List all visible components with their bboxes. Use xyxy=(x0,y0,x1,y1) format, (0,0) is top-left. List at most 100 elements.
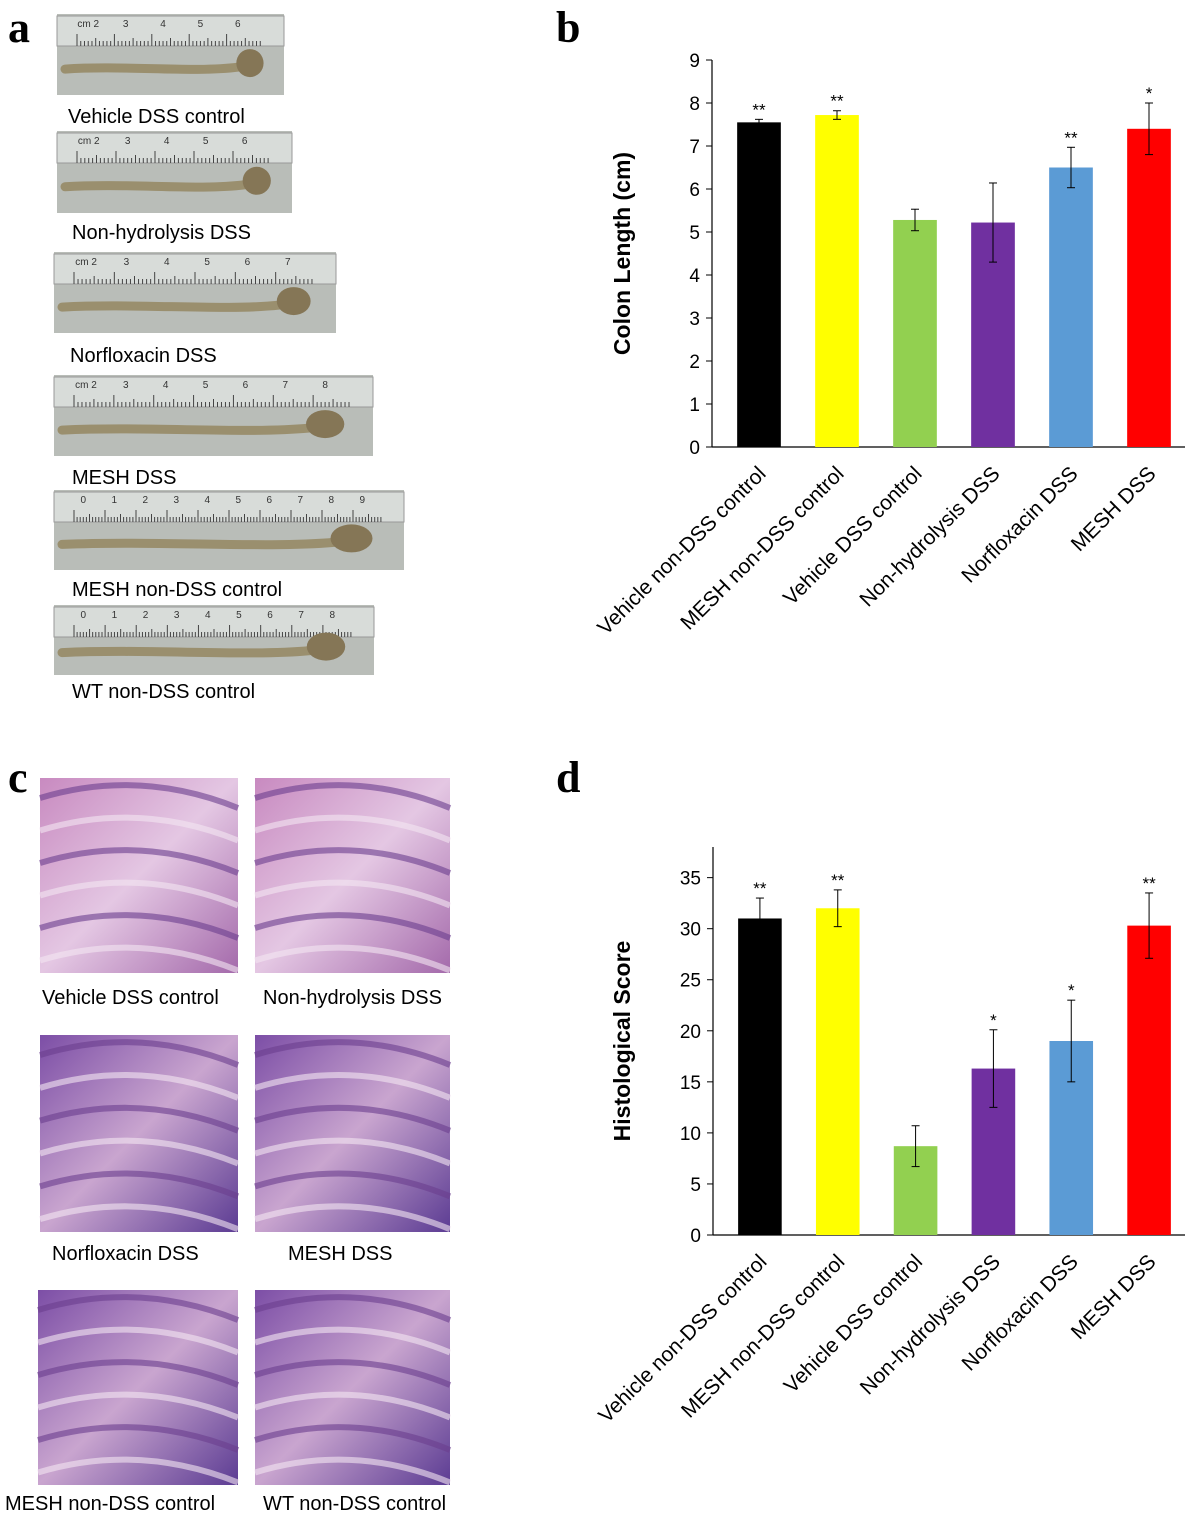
error-bar xyxy=(911,208,919,232)
tissue-band xyxy=(254,1170,452,1200)
tissue-band xyxy=(39,1170,240,1200)
cecum xyxy=(330,524,373,553)
significance-mark: ** xyxy=(1064,128,1078,147)
colon xyxy=(57,646,315,658)
error-bar xyxy=(833,110,841,120)
y-axis-label: Histological Score xyxy=(609,941,635,1142)
histology-image xyxy=(254,778,452,974)
error-bar xyxy=(1145,102,1153,156)
y-tick-label: 3 xyxy=(689,309,700,330)
image-caption: MESH DSS xyxy=(288,1243,392,1265)
ruler-label: 3 xyxy=(123,19,129,30)
x-tick-label: MESH non-DSS control xyxy=(676,462,848,634)
ruler-label: 5 xyxy=(236,495,242,506)
ruler-label: 7 xyxy=(298,495,304,506)
ruler-label: 5 xyxy=(204,257,210,268)
x-tick-label: MESH DSS xyxy=(1067,1250,1161,1344)
histology-background xyxy=(255,1035,450,1232)
panel-label: a xyxy=(8,3,30,52)
tissue-band xyxy=(254,912,452,941)
cecum xyxy=(306,632,346,661)
colon-photo: 0 1 2 3 4 5 6 7 8 xyxy=(53,605,375,675)
photo-caption: MESH non-DSS control xyxy=(72,579,282,601)
ruler-label: 3 xyxy=(125,136,131,147)
significance-mark: ** xyxy=(831,871,845,890)
ruler-label: 3 xyxy=(123,380,129,391)
y-tick-label: 2 xyxy=(689,352,700,373)
bar xyxy=(815,908,860,1235)
tissue-band xyxy=(254,879,452,909)
photo-caption: Non-hydrolysis DSS xyxy=(72,222,251,244)
error-bar xyxy=(1067,999,1076,1083)
photo-caption: Vehicle DSS control xyxy=(68,106,245,128)
tissue-band xyxy=(254,1294,452,1323)
tissue-band xyxy=(39,782,240,811)
colon-photo: cm 2 3 4 5 6 xyxy=(56,131,293,213)
histology-background xyxy=(255,778,450,973)
ruler-label: 0 xyxy=(81,495,87,506)
tissue-band xyxy=(37,1326,240,1356)
image-caption: WT non-DSS control xyxy=(263,1493,446,1515)
histology-background xyxy=(38,1290,238,1485)
x-tick-label: Non-hydrolysis DSS xyxy=(855,462,1004,611)
error-bar xyxy=(755,118,763,126)
colon xyxy=(60,62,244,74)
panel-label: d xyxy=(556,753,580,802)
significance-mark: ** xyxy=(753,879,767,898)
x-tick-label: MESH DSS xyxy=(1067,462,1161,556)
y-tick-label: 30 xyxy=(680,920,701,941)
bar xyxy=(1127,128,1171,448)
ruler-label: 1 xyxy=(112,495,118,506)
colon xyxy=(57,300,285,312)
tissue-band xyxy=(254,814,452,844)
ruler-label: 5 xyxy=(203,136,209,147)
photo-caption: Norfloxacin DSS xyxy=(70,345,217,367)
tissue-band xyxy=(254,1391,452,1421)
tissue-band xyxy=(39,944,240,974)
photo-caption: MESH DSS xyxy=(72,467,176,489)
ruler-label: 5 xyxy=(203,380,209,391)
significance-mark: ** xyxy=(1142,874,1156,893)
ruler-label: 7 xyxy=(285,257,291,268)
y-tick-label: 6 xyxy=(689,180,700,201)
y-tick-label: 35 xyxy=(680,869,701,890)
tissue-band xyxy=(254,1203,452,1232)
histology-background xyxy=(40,778,238,973)
tissue-band xyxy=(254,1424,452,1453)
colon-photo: 0 1 2 3 4 5 6 7 8 9 xyxy=(53,490,405,570)
tissue-band xyxy=(254,1137,452,1167)
tissue-band xyxy=(39,1137,240,1167)
tissue-band xyxy=(254,1326,452,1356)
colon-photo: cm 2 3 4 5 6 7 8 xyxy=(53,375,374,456)
ruler-label: 6 xyxy=(235,19,241,30)
y-tick-label: 0 xyxy=(689,438,700,459)
bar xyxy=(737,122,781,447)
y-tick-label: 25 xyxy=(680,971,701,992)
ruler-label: 8 xyxy=(322,380,328,391)
ruler-label: 4 xyxy=(205,495,211,506)
tissue-band xyxy=(37,1424,240,1453)
tissue-band xyxy=(254,1456,452,1486)
tissue-band xyxy=(39,1203,240,1232)
ruler-label: 6 xyxy=(267,495,273,506)
cecum xyxy=(236,49,264,78)
y-axis-label: Colon Length (cm) xyxy=(609,152,635,355)
tissue-band xyxy=(254,1039,452,1068)
image-caption: Norfloxacin DSS xyxy=(52,1243,199,1265)
panel-label: c xyxy=(8,753,28,802)
histology-image xyxy=(254,1290,452,1486)
y-tick-label: 5 xyxy=(689,223,700,244)
y-tick-label: 4 xyxy=(689,266,700,287)
error-bar xyxy=(911,1125,920,1168)
ruler-label: 4 xyxy=(164,257,170,268)
y-tick-label: 20 xyxy=(680,1022,701,1043)
tissue-band xyxy=(254,944,452,974)
colon xyxy=(57,537,339,550)
ruler-label: 4 xyxy=(160,19,166,30)
panel-label: b xyxy=(556,3,580,52)
histology-background xyxy=(255,1290,450,1485)
cecum xyxy=(306,410,345,439)
